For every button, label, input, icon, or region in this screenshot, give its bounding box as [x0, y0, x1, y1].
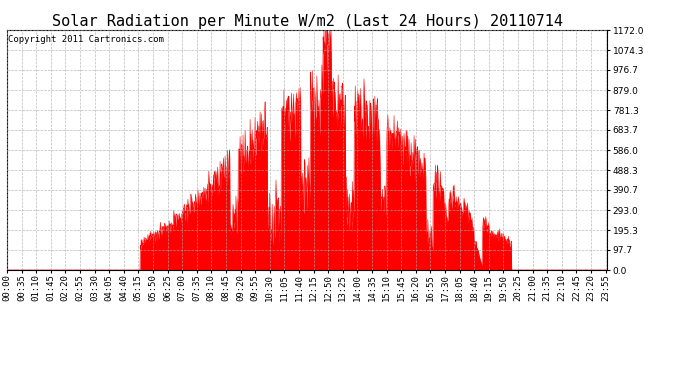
Text: Copyright 2011 Cartronics.com: Copyright 2011 Cartronics.com — [8, 35, 164, 44]
Title: Solar Radiation per Minute W/m2 (Last 24 Hours) 20110714: Solar Radiation per Minute W/m2 (Last 24… — [52, 14, 562, 29]
